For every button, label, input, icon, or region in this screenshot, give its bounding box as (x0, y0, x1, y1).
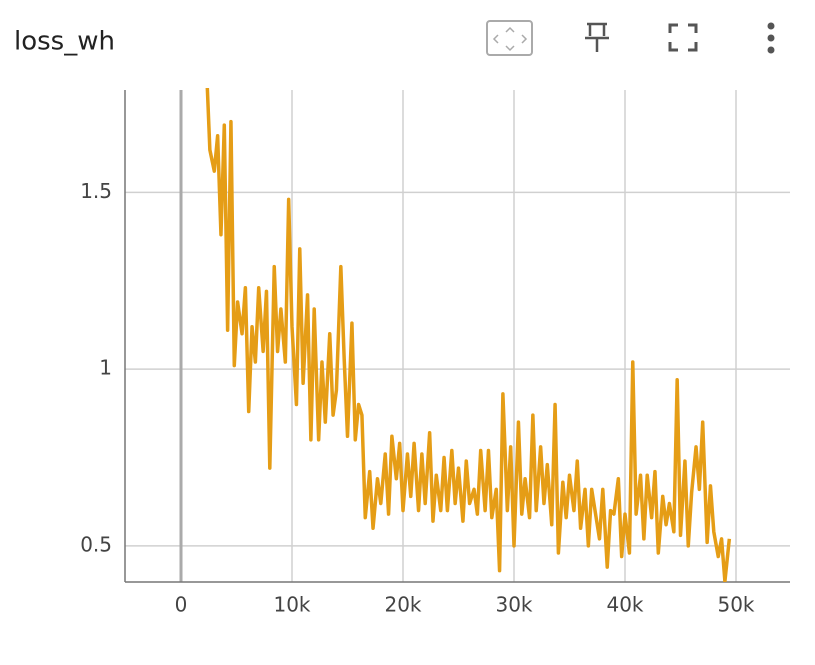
x-tick-label: 10k (273, 593, 310, 617)
x-tick-label: 20k (384, 593, 421, 617)
y-tick-label: 1 (99, 356, 112, 380)
x-tick-label: 50k (717, 593, 754, 617)
chart-title: loss_wh (14, 27, 115, 57)
more-menu-button[interactable] (767, 22, 775, 54)
fullscreen-button[interactable] (668, 23, 698, 52)
fit-domain-button[interactable] (486, 20, 533, 56)
x-tick-label: 30k (495, 593, 532, 617)
y-tick-label: 1.5 (80, 179, 112, 203)
data-line (205, 88, 732, 582)
x-tick-label: 0 (175, 593, 188, 617)
plot-area (205, 88, 732, 582)
pin-button[interactable] (585, 22, 609, 52)
x-tick-label: 40k (606, 593, 643, 617)
y-tick-label: 0.5 (80, 532, 112, 556)
